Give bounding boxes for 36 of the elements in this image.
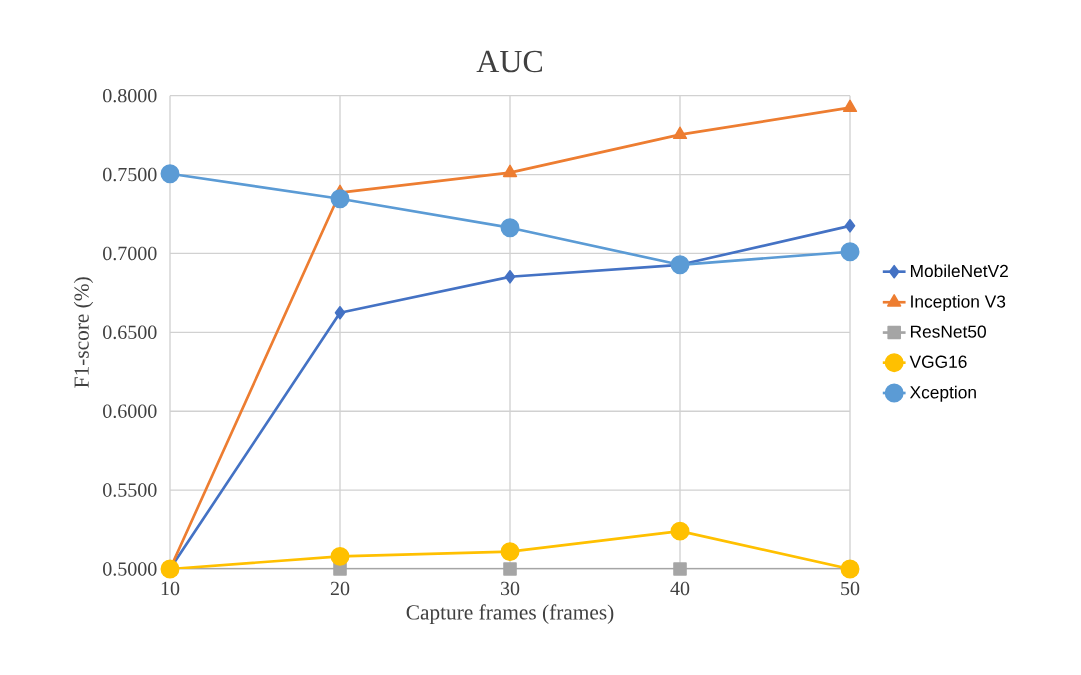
point bbox=[840, 242, 860, 262]
point bbox=[672, 126, 688, 140]
point bbox=[673, 562, 687, 576]
y-tick-label: 0.7500 bbox=[103, 167, 157, 182]
y-tick-label: 0.5000 bbox=[103, 562, 157, 576]
legend-label: MobileNetV2 bbox=[910, 264, 1008, 278]
y-tick-label: 0.8000 bbox=[103, 88, 157, 103]
y-tick-label: 0.6500 bbox=[103, 325, 157, 340]
legend-label: Inception V3 bbox=[911, 294, 1006, 312]
point bbox=[500, 218, 520, 238]
point bbox=[844, 219, 856, 233]
legend-label: ResNet50 bbox=[910, 325, 986, 338]
legend-label: VGG16 bbox=[909, 355, 967, 368]
point bbox=[670, 521, 690, 541]
x-tick-label: 20 bbox=[330, 581, 350, 596]
y-tick-label: 0.6000 bbox=[103, 404, 157, 419]
point bbox=[330, 546, 350, 566]
legend-label: Xception bbox=[909, 385, 976, 402]
x-tick-label: 30 bbox=[500, 581, 520, 596]
chart-title: AUC bbox=[476, 50, 542, 73]
point bbox=[334, 305, 346, 320]
point bbox=[504, 270, 516, 284]
y-tick-label: 0.5500 bbox=[103, 483, 157, 497]
x-tick-label: 40 bbox=[670, 581, 690, 596]
point bbox=[330, 189, 350, 209]
point bbox=[500, 542, 520, 562]
x-tick-label: 10 bbox=[161, 581, 180, 596]
y-tick-label: 0.7000 bbox=[103, 246, 157, 261]
point bbox=[670, 255, 690, 275]
y-axis-title: F1-score (%) bbox=[73, 277, 94, 388]
point bbox=[503, 562, 517, 576]
point bbox=[502, 164, 518, 178]
x-axis-title: Capture frames (frames) bbox=[406, 604, 614, 624]
x-tick-label: 50 bbox=[841, 581, 860, 596]
point bbox=[160, 164, 180, 184]
point bbox=[842, 99, 858, 113]
